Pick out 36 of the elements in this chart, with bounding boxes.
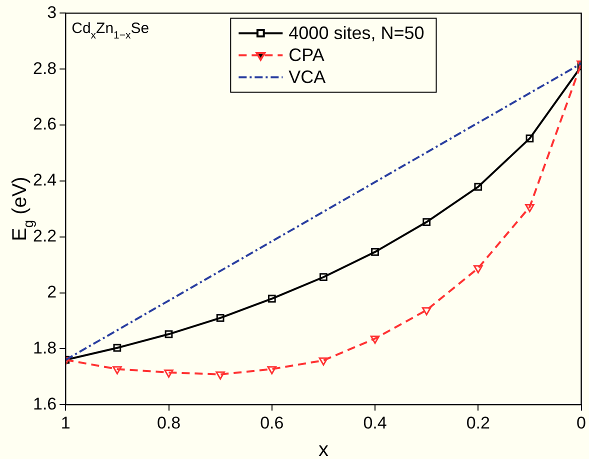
point <box>268 294 276 303</box>
y-tick-label: 2 <box>47 282 57 302</box>
point <box>164 369 174 378</box>
y-tick-label: 1.6 <box>32 394 57 414</box>
point <box>525 204 534 212</box>
x-axis-title: x <box>318 439 328 459</box>
point <box>474 265 483 274</box>
x-tick-label: 0 <box>576 413 586 432</box>
legend-label: 4000 sites, N=50 <box>288 23 424 44</box>
x-tick-label: 0.6 <box>260 413 284 432</box>
point <box>267 366 277 374</box>
point <box>422 218 431 226</box>
y-tick-label: 1.8 <box>32 338 57 358</box>
y-tick-label: 3 <box>47 2 57 22</box>
point <box>216 314 224 322</box>
x-tick-label: 1 <box>60 413 70 432</box>
y-tick-label: 2.8 <box>32 58 57 78</box>
point <box>216 371 225 380</box>
point <box>164 330 173 338</box>
point <box>318 357 328 366</box>
point <box>320 273 328 282</box>
point <box>113 344 122 352</box>
y-tick-label: 2.6 <box>32 114 57 134</box>
point <box>526 134 534 142</box>
legend-label: CPA <box>288 45 324 66</box>
point <box>474 182 482 191</box>
x-tick-label: 0.8 <box>156 413 181 432</box>
y-tick-label: 2.4 <box>32 170 57 190</box>
legend-label: VCA <box>288 67 326 88</box>
point <box>370 336 380 344</box>
point <box>422 307 432 316</box>
x-tick-label: 0.2 <box>466 413 490 432</box>
y-tick-label: 2.2 <box>32 226 57 246</box>
point <box>112 366 122 374</box>
x-tick-label: 0.4 <box>363 413 387 432</box>
point <box>371 248 379 256</box>
